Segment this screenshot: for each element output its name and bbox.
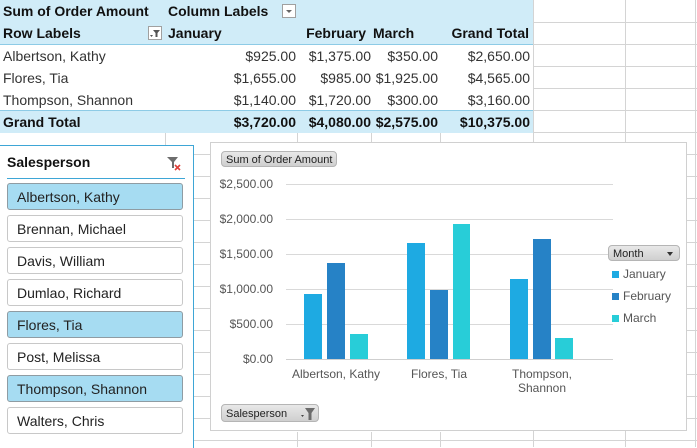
cell-february[interactable]: $985.00: [320, 70, 371, 86]
cell-march[interactable]: $350.00: [387, 48, 438, 64]
slicer-item-flores-tia[interactable]: Flores, Tia: [7, 311, 183, 338]
row-labels-header[interactable]: Row Labels: [3, 25, 81, 41]
slicer-item-davis-william[interactable]: Davis, William: [7, 247, 183, 274]
legend-label: February: [623, 289, 672, 303]
cell-january[interactable]: $1,140.00: [233, 92, 296, 108]
pivot-header-row-2: Row Labels January February March Grand …: [0, 22, 533, 44]
row-labels-filter-icon[interactable]: [148, 26, 162, 40]
row-label[interactable]: Thompson, Shannon: [3, 92, 133, 108]
bar-march[interactable]: [453, 224, 470, 359]
legend-item-january[interactable]: January: [612, 267, 666, 281]
x-label: Thompson, Shannon: [511, 367, 573, 395]
cell-grand-total[interactable]: $4,565.00: [467, 70, 530, 86]
row-label[interactable]: Flores, Tia: [3, 70, 69, 86]
axis-field-button[interactable]: Salesperson: [221, 404, 319, 422]
cell-february[interactable]: $1,375.00: [308, 48, 371, 64]
x-label: Flores, Tia: [410, 367, 467, 381]
cell-march[interactable]: $300.00: [387, 92, 438, 108]
legend-swatch: [612, 293, 619, 300]
pivot-chart[interactable]: Sum of Order Amount $2,500.00 $2,000.00 …: [210, 142, 687, 431]
salesperson-slicer[interactable]: Salesperson Albertson, Kathy Brennan, Mi…: [0, 145, 194, 448]
clear-filter-icon[interactable]: [166, 155, 182, 171]
column-labels-header[interactable]: Column Labels: [168, 3, 269, 19]
column-labels-dropdown-icon[interactable]: [282, 4, 296, 18]
cell-january[interactable]: $1,655.00: [233, 70, 296, 86]
y-tick: $500.00: [229, 317, 273, 331]
row-label[interactable]: Albertson, Kathy: [3, 48, 106, 64]
slicer-item-dumlao-richard[interactable]: Dumlao, Richard: [7, 279, 183, 306]
legend-item-february[interactable]: February: [612, 289, 671, 303]
legend-field-label: Month: [613, 248, 644, 260]
pivot-value-field-label[interactable]: Sum of Order Amount: [3, 3, 149, 19]
total-grand-total[interactable]: $10,375.00: [459, 114, 530, 130]
pivot-row: Flores, Tia $1,655.00 $985.00 $1,925.00 …: [0, 67, 533, 89]
pivot-grand-total-row: Grand Total $3,720.00 $4,080.00 $2,575.0…: [0, 111, 533, 133]
x-label: Albertson, Kathy: [291, 367, 381, 381]
filter-icon: [301, 408, 315, 420]
bar-march[interactable]: [350, 334, 368, 359]
column-header-january[interactable]: January: [168, 25, 222, 41]
legend-label: January: [623, 267, 666, 281]
bar-february[interactable]: [430, 290, 448, 359]
cell-january[interactable]: $925.00: [245, 48, 296, 64]
total-february[interactable]: $4,080.00: [308, 114, 371, 130]
total-march[interactable]: $2,575.00: [375, 114, 438, 130]
y-tick: $1,000.00: [219, 282, 273, 296]
legend-label: March: [623, 311, 657, 325]
bar-february[interactable]: [327, 263, 345, 359]
cell-grand-total[interactable]: $2,650.00: [467, 48, 530, 64]
slicer-item-walters-chris[interactable]: Walters, Chris: [7, 407, 183, 434]
y-tick: $0.00: [242, 352, 273, 366]
y-tick: $2,000.00: [219, 212, 273, 226]
bar-january[interactable]: [304, 294, 322, 359]
cell-march[interactable]: $1,925.00: [375, 70, 438, 86]
pivot-row: Albertson, Kathy $925.00 $1,375.00 $350.…: [0, 45, 533, 67]
legend-swatch: [612, 271, 619, 278]
slicer-item-post-melissa[interactable]: Post, Melissa: [7, 343, 183, 370]
cell-grand-total[interactable]: $3,160.00: [467, 92, 530, 108]
slicer-item-brennan-michael[interactable]: Brennan, Michael: [7, 215, 183, 242]
y-tick: $2,500.00: [219, 177, 273, 191]
legend-item-march[interactable]: March: [612, 311, 656, 325]
column-header-march[interactable]: March: [373, 25, 415, 41]
column-header-february[interactable]: February: [306, 25, 366, 41]
slicer-item-albertson-kathy[interactable]: Albertson, Kathy: [7, 183, 183, 210]
bar-february[interactable]: [533, 239, 551, 359]
axis-field-label: Salesperson: [226, 408, 288, 420]
pivot-row: Thompson, Shannon $1,140.00 $1,720.00 $3…: [0, 89, 533, 111]
cell-february[interactable]: $1,720.00: [308, 92, 371, 108]
value-field-button[interactable]: Sum of Order Amount: [221, 151, 338, 167]
chevron-down-icon: [667, 252, 673, 256]
column-header-grand-total: Grand Total: [451, 25, 529, 41]
bar-january[interactable]: [510, 279, 528, 359]
legend-field-button[interactable]: Month: [608, 245, 680, 261]
bar-march[interactable]: [555, 338, 573, 359]
pivot-header-row-1: Sum of Order Amount Column Labels: [0, 0, 533, 22]
total-january[interactable]: $3,720.00: [233, 114, 296, 130]
slicer-title: Salesperson: [7, 154, 91, 170]
y-tick: $1,500.00: [219, 247, 273, 261]
grand-total-label[interactable]: Grand Total: [3, 114, 81, 130]
slicer-item-thompson-shannon[interactable]: Thompson, Shannon: [7, 375, 183, 402]
bar-january[interactable]: [407, 243, 425, 359]
legend-swatch: [612, 315, 619, 322]
